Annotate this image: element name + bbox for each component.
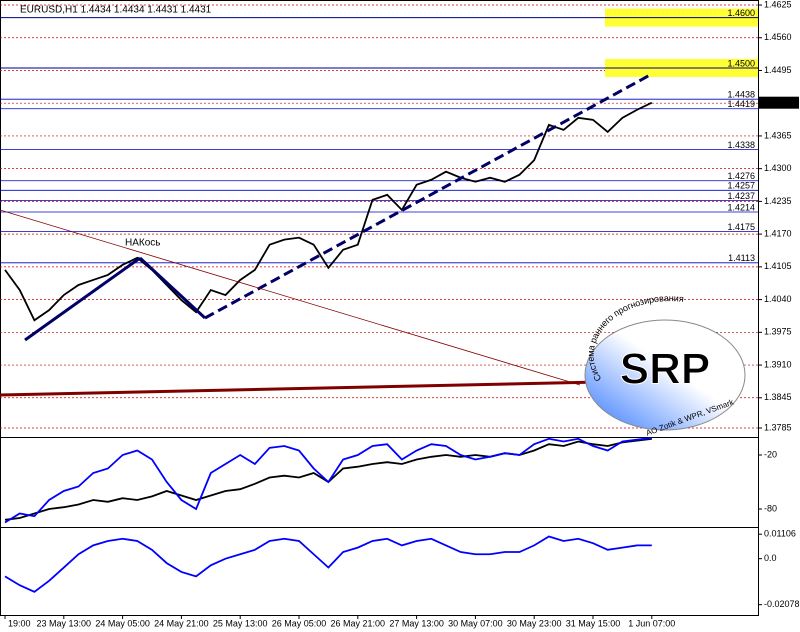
x-tick-label: 1 Jun 07:00: [628, 618, 675, 628]
logo-mark: SRP: [620, 345, 710, 394]
y-tick-label: -80: [764, 503, 777, 513]
y-tick-label: 1.4235: [764, 196, 792, 206]
series-line: [4, 535, 652, 593]
x-tick-label: 26 May 21:00: [331, 618, 386, 628]
plot-layer: [0, 4, 758, 593]
y-tick-label: 1.3785: [764, 422, 792, 432]
x-tick-label: 31 May 15:00: [566, 618, 621, 628]
y-tick-label: 1.3910: [764, 359, 792, 369]
x-tick-label: 24 May 05:00: [95, 618, 150, 628]
level-label: 1.4214: [727, 202, 755, 212]
level-label: 1.4175: [727, 222, 755, 232]
x-tick-label: 30 May 07:00: [448, 618, 503, 628]
x-tick-label: 24 May 21:00: [154, 618, 209, 628]
level-label: 1.4419: [727, 99, 755, 109]
chart-title: EURUSD,H1 1.4434 1.4434 1.4431 1.4431: [20, 5, 212, 16]
trend-line: [204, 73, 651, 320]
level-label: 1.4276: [727, 171, 755, 181]
x-tick-label: 25 May 13:00: [213, 618, 268, 628]
level-label: 1.4257: [727, 181, 755, 191]
x-tick-label: 27 May 13:00: [389, 618, 444, 628]
level-label: 1.4338: [727, 140, 755, 150]
y-tick-label: -20: [764, 449, 777, 459]
level-label: 1.4500: [727, 58, 755, 68]
macd-panel: [0, 527, 759, 616]
trend-line: [0, 380, 601, 397]
y-tick-label: 1.4170: [764, 229, 792, 239]
y-tick-label: 1.4105: [764, 261, 792, 271]
x-tick-label: 30 May 23:00: [507, 618, 562, 628]
logo-ellipse: [584, 319, 746, 431]
y-tick-label: 1.4625: [764, 0, 792, 9]
y-tick-label: 0.01106: [764, 529, 796, 539]
series-line: [4, 437, 652, 524]
level-label: 1.4113: [728, 253, 755, 263]
y-tick-label: 1.3975: [764, 327, 792, 337]
y-tick-label: 0.0: [764, 553, 777, 563]
trend-line: [138, 256, 207, 320]
level-label: 1.4237: [727, 191, 755, 201]
x-tick-label: 26 May 05:00: [272, 618, 327, 628]
level-label: 1.4438: [727, 90, 755, 100]
last-price-box: [759, 96, 799, 109]
x-tick-label: 19:00: [8, 618, 31, 628]
x-tick-label: 23 May 13:00: [37, 618, 92, 628]
y-tick-label: 1.4495: [764, 65, 792, 75]
level-label: 1.4600: [727, 8, 755, 18]
y-tick-label: 1.4040: [764, 294, 792, 304]
y-tick-label: -0.02078: [764, 599, 800, 609]
last-price-label: 1.4431: [762, 97, 790, 107]
y-tick-label: 1.4300: [764, 163, 792, 173]
annotation: НАКось: [125, 238, 161, 249]
series-line: [4, 101, 653, 322]
y-tick-label: 1.4560: [764, 32, 792, 42]
y-tick-label: 1.3845: [764, 392, 792, 402]
trend-line: [24, 256, 141, 342]
y-tick-label: 1.4365: [764, 130, 792, 140]
trend-line: [0, 209, 581, 386]
